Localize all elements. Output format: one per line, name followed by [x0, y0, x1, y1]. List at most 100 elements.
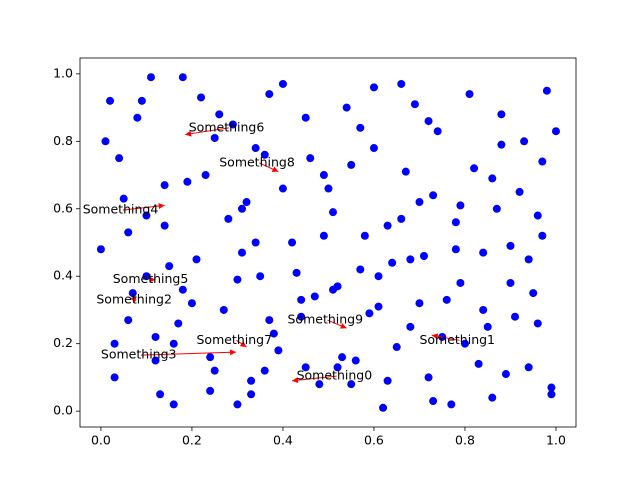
point	[433, 127, 442, 136]
annotation-arrow	[327, 319, 347, 329]
point	[456, 278, 465, 287]
y-tick-label: 0.8	[53, 133, 73, 148]
point	[192, 255, 201, 264]
point	[470, 164, 479, 173]
annotation-text: Something4	[83, 202, 159, 217]
point	[106, 96, 115, 105]
point	[278, 79, 287, 88]
point	[174, 319, 183, 328]
point	[497, 110, 506, 119]
point	[451, 218, 460, 227]
point	[538, 231, 547, 240]
point	[228, 120, 237, 129]
point	[533, 211, 542, 220]
point	[420, 251, 429, 260]
point	[169, 400, 178, 409]
point	[374, 272, 383, 281]
point	[142, 211, 151, 220]
annotation-text: Something2	[96, 291, 172, 306]
point	[360, 231, 369, 240]
point	[233, 275, 242, 284]
annotation-arrow	[259, 162, 279, 173]
point	[533, 319, 542, 328]
point	[256, 272, 265, 281]
annotation-arrow	[291, 375, 337, 384]
point	[479, 305, 488, 314]
point	[96, 245, 105, 254]
point	[451, 245, 460, 254]
point	[424, 373, 433, 382]
point	[501, 370, 510, 379]
point	[260, 366, 269, 375]
point	[124, 228, 133, 237]
annotation-arrow	[140, 349, 237, 356]
point	[456, 201, 465, 210]
point	[251, 144, 260, 153]
plot-frame	[79, 57, 577, 428]
point	[169, 339, 178, 348]
point	[324, 184, 333, 193]
point	[160, 181, 169, 190]
point	[356, 123, 365, 132]
point	[301, 113, 310, 122]
point	[278, 184, 287, 193]
point	[429, 397, 438, 406]
point	[388, 258, 397, 267]
y-tick-label: 0.6	[53, 200, 73, 215]
point	[392, 343, 401, 352]
y-tick-label: 0.0	[53, 403, 73, 418]
point	[237, 248, 246, 257]
annotation-text: Something8	[219, 154, 295, 169]
point	[115, 154, 124, 163]
point	[219, 305, 228, 314]
point	[237, 204, 246, 213]
x-tick-label: 1.0	[546, 433, 566, 448]
annotation-text: Something6	[189, 119, 265, 134]
annotation-text: Something9	[288, 312, 364, 327]
point	[210, 366, 219, 375]
point	[233, 400, 242, 409]
point	[128, 289, 137, 298]
point	[224, 214, 233, 223]
point	[119, 194, 128, 203]
point	[215, 110, 224, 119]
point	[442, 295, 451, 304]
point	[329, 208, 338, 217]
point	[319, 171, 328, 180]
point	[151, 356, 160, 365]
point	[465, 90, 474, 99]
point	[369, 83, 378, 92]
point	[178, 285, 187, 294]
point	[338, 353, 347, 362]
point	[319, 231, 328, 240]
point	[406, 322, 415, 331]
point	[547, 383, 556, 392]
point	[151, 332, 160, 341]
point	[101, 137, 110, 146]
point	[165, 262, 174, 271]
point	[551, 127, 560, 136]
point	[547, 390, 556, 399]
point	[242, 198, 251, 207]
point	[397, 214, 406, 223]
point	[488, 174, 497, 183]
point	[351, 356, 360, 365]
annotation-arrow	[236, 339, 247, 348]
point	[306, 154, 315, 163]
point	[479, 248, 488, 257]
point	[292, 268, 301, 277]
point	[206, 353, 215, 362]
annotation-arrow	[129, 296, 137, 303]
point	[369, 144, 378, 153]
point	[247, 376, 256, 385]
point	[206, 386, 215, 395]
point	[542, 86, 551, 95]
annotation-arrow	[185, 127, 229, 137]
annotation-text: Something3	[101, 347, 177, 362]
x-tick-label: 0.6	[364, 433, 384, 448]
y-tick-label: 1.0	[53, 65, 73, 80]
x-tick-label: 0.4	[273, 433, 293, 448]
point	[265, 90, 274, 99]
point	[365, 309, 374, 318]
